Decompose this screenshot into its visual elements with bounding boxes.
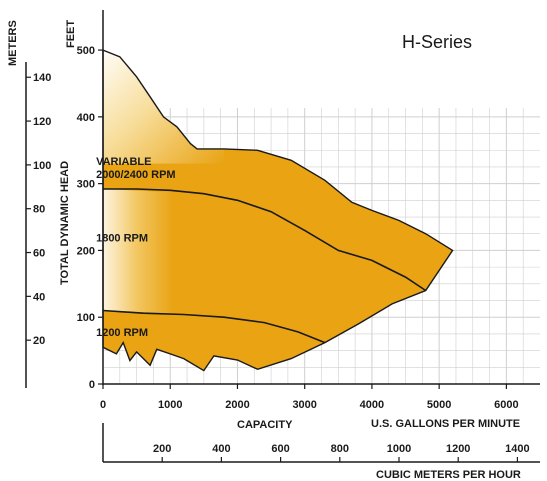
x2-tick-label: 1200 [446, 443, 470, 455]
series-label: 2000/2400 RPM [96, 169, 176, 181]
x2-tick-label: 800 [331, 443, 349, 455]
rpm-curve-line [103, 188, 427, 292]
x-axis-unit-gpm: U.S. GALLONS PER MINUTE [371, 418, 520, 430]
rpm-curve-line [102, 309, 326, 344]
x-tick-label: 4000 [360, 399, 384, 411]
series-label: 1200 RPM [96, 327, 148, 339]
variable-zone-gradient [103, 50, 224, 164]
y2-tick-label: 120 [33, 116, 51, 128]
x2-axis-unit-cmh: CUBIC METERS PER HOUR [376, 469, 521, 481]
y-axis-title: TOTAL DYNAMIC HEAD [59, 161, 71, 285]
y2-tick-label: 60 [33, 248, 45, 260]
x-tick-label: 0 [100, 399, 106, 411]
series-label: VARIABLE [96, 156, 151, 168]
x2-tick-label: 600 [271, 443, 289, 455]
operating-region [102, 49, 454, 372]
x-tick-label: 5000 [427, 399, 451, 411]
y-tick-label: 100 [77, 312, 95, 324]
y-tick-label: 500 [77, 45, 95, 57]
x-tick-label: 3000 [292, 399, 316, 411]
y-axis-unit-feet: FEET [65, 20, 77, 48]
mid-zone-gradient [103, 189, 204, 315]
x-axis-title: CAPACITY [237, 419, 293, 431]
x-tick-label: 2000 [225, 399, 249, 411]
y2-tick-label: 40 [33, 291, 45, 303]
chart-title: H-Series [402, 32, 472, 52]
x2-tick-label: 400 [212, 443, 230, 455]
y-tick-label: 300 [77, 179, 95, 191]
y-tick-label: 200 [77, 245, 95, 257]
x-tick-label: 6000 [494, 399, 518, 411]
x2-tick-label: 1400 [505, 443, 529, 455]
y-tick-label: 400 [77, 112, 95, 124]
y2-tick-label: 80 [33, 204, 45, 216]
region-outline [102, 49, 454, 372]
y2-tick-label: 20 [33, 335, 45, 347]
x2-tick-label: 200 [153, 443, 171, 455]
series-label: 1800 RPM [96, 233, 148, 245]
x2-tick-label: 1000 [387, 443, 411, 455]
y2-tick-label: 140 [33, 72, 51, 84]
y2-tick-label: 100 [33, 160, 51, 172]
y2-axis-unit-meters: METERS [7, 20, 19, 66]
y-tick-label: 0 [89, 379, 95, 391]
x-tick-label: 1000 [158, 399, 182, 411]
